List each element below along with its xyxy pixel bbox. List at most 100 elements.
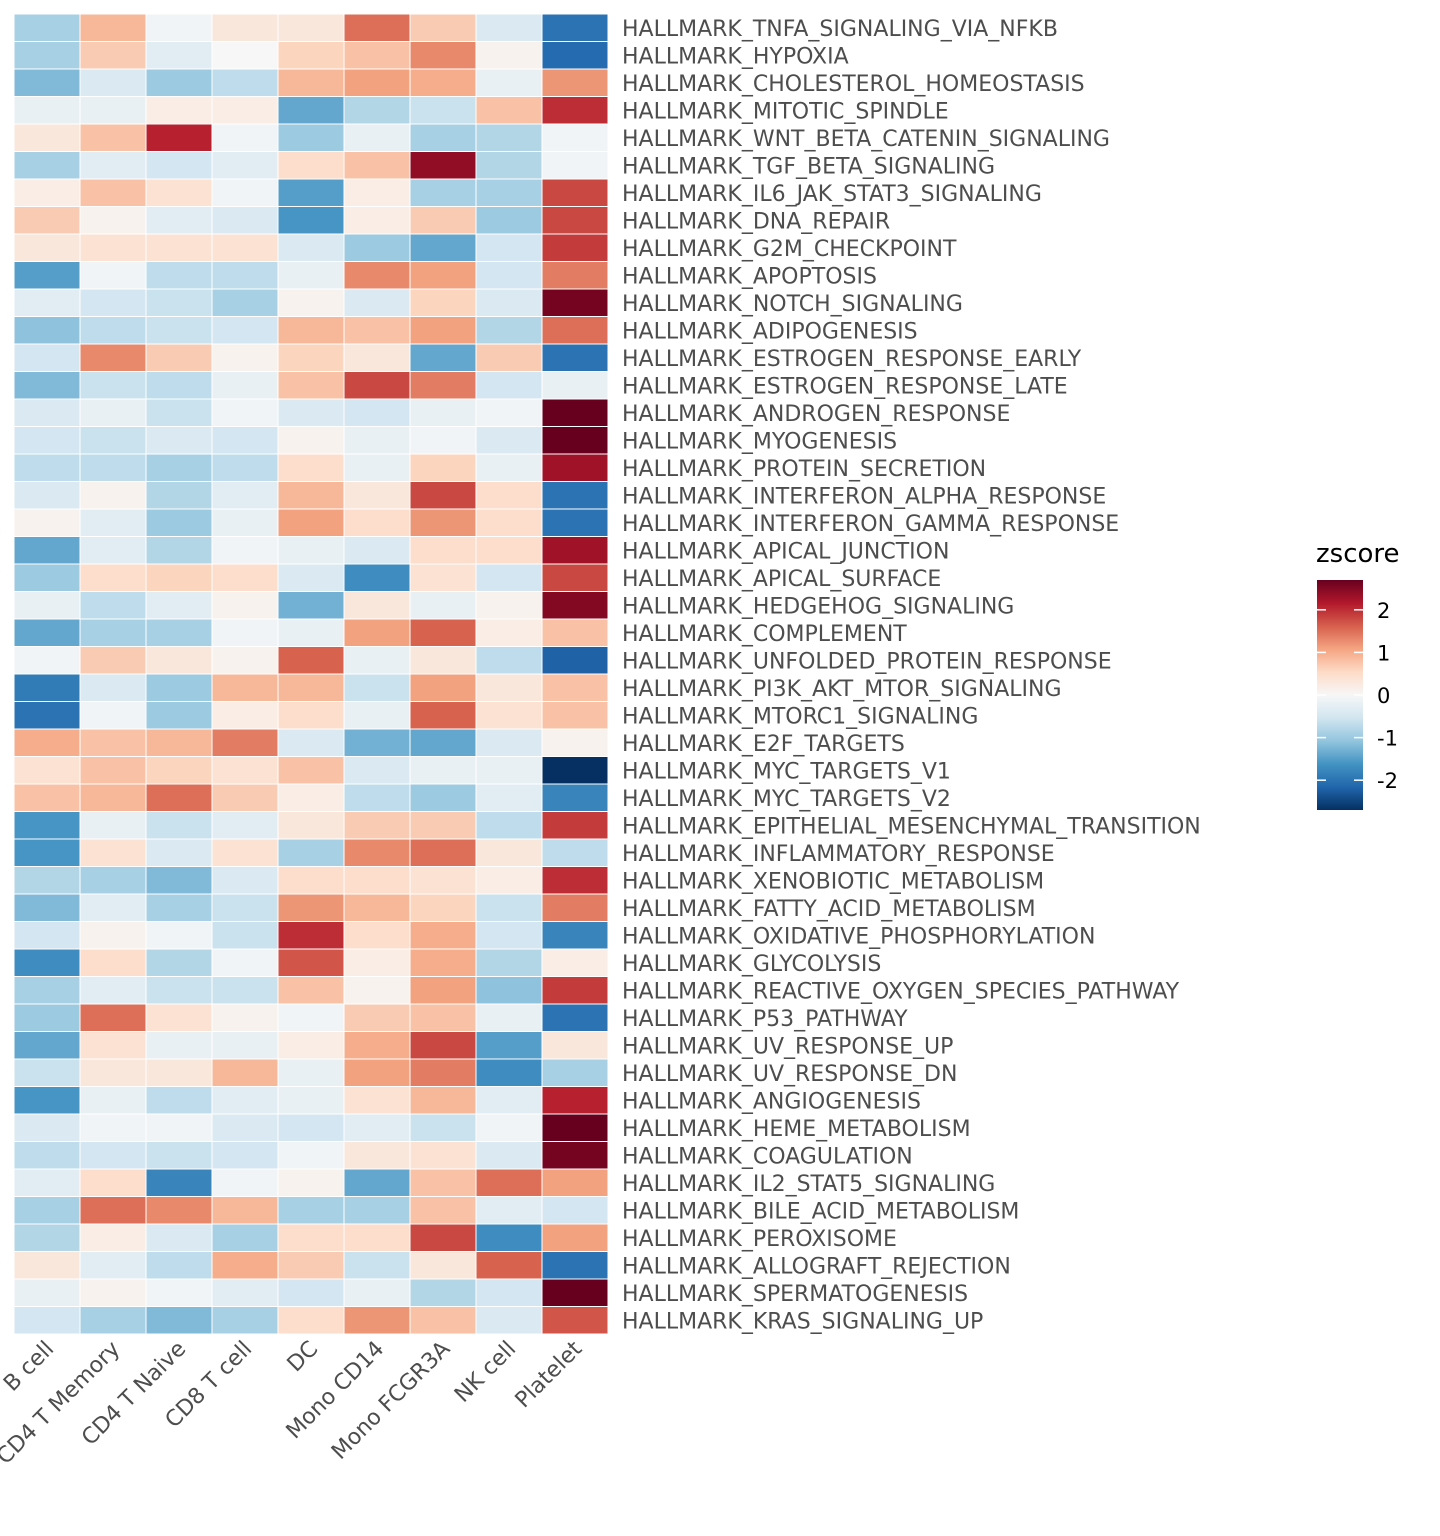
heatmap-cell (475, 618, 543, 647)
heatmap-cell (409, 1278, 477, 1307)
heatmap-cell (13, 1113, 81, 1142)
heatmap-cell (211, 398, 279, 427)
heatmap-cell (343, 783, 411, 812)
heatmap-cell (145, 646, 213, 675)
heatmap-cell (79, 591, 147, 620)
column-label: NK cell (450, 1337, 521, 1408)
row-label: HALLMARK_HEME_METABOLISM (622, 1117, 971, 1142)
heatmap-cell (79, 343, 147, 372)
heatmap-cell (79, 123, 147, 152)
heatmap-cell (211, 371, 279, 400)
heatmap-cell (343, 1141, 411, 1170)
heatmap-cell (541, 96, 609, 125)
heatmap-cell (475, 426, 543, 455)
heatmap-cell (343, 866, 411, 895)
heatmap-cell (277, 866, 345, 895)
heatmap-cell (145, 41, 213, 70)
heatmap-cell (475, 921, 543, 950)
row-label: HALLMARK_XENOBIOTIC_METABOLISM (622, 869, 1044, 894)
heatmap-cell (343, 151, 411, 180)
heatmap-cell (409, 453, 477, 482)
heatmap-cell (145, 701, 213, 730)
heatmap-cell (343, 646, 411, 675)
legend-tick-label: 2 (1377, 599, 1390, 623)
heatmap-cell (475, 343, 543, 372)
heatmap-cell (409, 1168, 477, 1197)
heatmap-cell (343, 481, 411, 510)
heatmap-cell (277, 1086, 345, 1115)
row-label: HALLMARK_E2F_TARGETS (622, 732, 905, 757)
heatmap-cell (211, 673, 279, 702)
heatmap-cell (79, 1251, 147, 1280)
heatmap-cell (13, 288, 81, 317)
heatmap-cell (211, 783, 279, 812)
heatmap-cell (13, 1086, 81, 1115)
heatmap-cell (343, 398, 411, 427)
heatmap-cell (541, 371, 609, 400)
heatmap-cell (211, 1251, 279, 1280)
heatmap-cell (79, 1086, 147, 1115)
heatmap-cell (475, 1141, 543, 1170)
heatmap-cell (79, 426, 147, 455)
heatmap-cell (13, 1223, 81, 1252)
heatmap-cell (79, 1003, 147, 1032)
heatmap-cell (475, 68, 543, 97)
heatmap-cell (145, 178, 213, 207)
heatmap-cell (343, 1003, 411, 1032)
heatmap-cell (211, 151, 279, 180)
heatmap-cell (13, 123, 81, 152)
heatmap-cell (79, 838, 147, 867)
heatmap-cell (541, 316, 609, 345)
heatmap-cell (13, 13, 81, 42)
heatmap-cell (541, 701, 609, 730)
heatmap-cell (343, 371, 411, 400)
heatmap-cell (409, 481, 477, 510)
heatmap-cell (211, 316, 279, 345)
heatmap-cell (409, 316, 477, 345)
heatmap-cell (79, 756, 147, 785)
heatmap-cell (79, 1141, 147, 1170)
heatmap-cell (211, 1306, 279, 1335)
heatmap-cell (409, 673, 477, 702)
heatmap-cell (79, 1058, 147, 1087)
heatmap-cell (79, 618, 147, 647)
heatmap-cell (541, 673, 609, 702)
heatmap-cell (211, 701, 279, 730)
heatmap-cell (541, 151, 609, 180)
heatmap-cell (13, 646, 81, 675)
heatmap-cell (541, 783, 609, 812)
heatmap-cell (211, 288, 279, 317)
heatmap-cell (343, 233, 411, 262)
row-label: HALLMARK_INFLAMMATORY_RESPONSE (622, 842, 1055, 867)
heatmap-cell (277, 13, 345, 42)
heatmap-cell (541, 123, 609, 152)
heatmap-cell (409, 1058, 477, 1087)
heatmap-cell (541, 1251, 609, 1280)
heatmap-cell (211, 1003, 279, 1032)
heatmap-cell (211, 921, 279, 950)
heatmap-cell (409, 206, 477, 235)
heatmap-cell (145, 343, 213, 372)
heatmap-cell (79, 536, 147, 565)
row-label: HALLMARK_MITOTIC_SPINDLE (622, 99, 949, 124)
heatmap-cell (211, 123, 279, 152)
heatmap-cell (145, 618, 213, 647)
heatmap-cell (13, 1058, 81, 1087)
heatmap-cell (13, 233, 81, 262)
heatmap-cell (277, 1141, 345, 1170)
heatmap-cell (541, 536, 609, 565)
row-label: HALLMARK_UV_RESPONSE_UP (622, 1034, 953, 1059)
row-label: HALLMARK_ESTROGEN_RESPONSE_EARLY (622, 347, 1082, 372)
heatmap-cell (145, 13, 213, 42)
row-label: HALLMARK_APICAL_SURFACE (622, 567, 941, 592)
heatmap-cell (277, 1113, 345, 1142)
heatmap-cell (145, 1223, 213, 1252)
heatmap-cell (541, 1141, 609, 1170)
heatmap-cell (475, 206, 543, 235)
column-label: DC (283, 1337, 324, 1378)
heatmap-cell (475, 838, 543, 867)
heatmap-cell (145, 1196, 213, 1225)
heatmap-cell (13, 1278, 81, 1307)
heatmap-cell (211, 178, 279, 207)
heatmap-cell (343, 1168, 411, 1197)
